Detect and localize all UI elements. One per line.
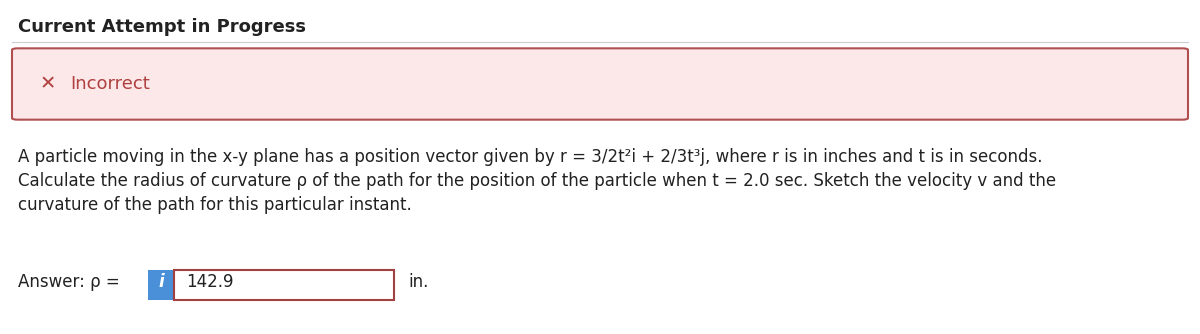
Text: Answer: ρ =: Answer: ρ =: [18, 273, 125, 291]
Text: Calculate the radius of curvature ρ of the path for the position of the particle: Calculate the radius of curvature ρ of t…: [18, 172, 1056, 190]
Text: Incorrect: Incorrect: [70, 75, 150, 93]
Text: i: i: [158, 273, 164, 291]
Text: Current Attempt in Progress: Current Attempt in Progress: [18, 18, 306, 36]
Text: ✕: ✕: [40, 74, 56, 94]
Text: curvature of the path for this particular instant.: curvature of the path for this particula…: [18, 196, 412, 214]
Text: 142.9: 142.9: [186, 273, 234, 291]
Text: in.: in.: [408, 273, 428, 291]
Text: A particle moving in the x-y plane has a position vector given by r = 3/2t²i + 2: A particle moving in the x-y plane has a…: [18, 148, 1043, 166]
